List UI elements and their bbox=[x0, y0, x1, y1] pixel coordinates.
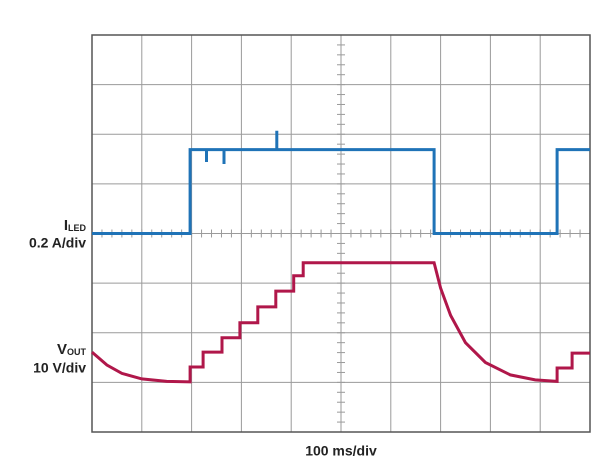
time-scale: 100 ms/div bbox=[305, 443, 377, 459]
channel-scale: 0.2 A/div bbox=[29, 235, 86, 251]
channel-label-sub: LED bbox=[68, 223, 87, 233]
channel-scale: 10 V/div bbox=[33, 360, 86, 376]
channel-label: VOUT bbox=[57, 341, 87, 358]
channel-label-main: V bbox=[57, 341, 67, 358]
trace bbox=[91, 261, 590, 384]
trace bbox=[92, 130, 590, 235]
channel-label-main: I bbox=[64, 217, 68, 234]
channel-label: ILED bbox=[64, 217, 87, 234]
channel-label-sub: OUT bbox=[67, 347, 87, 357]
